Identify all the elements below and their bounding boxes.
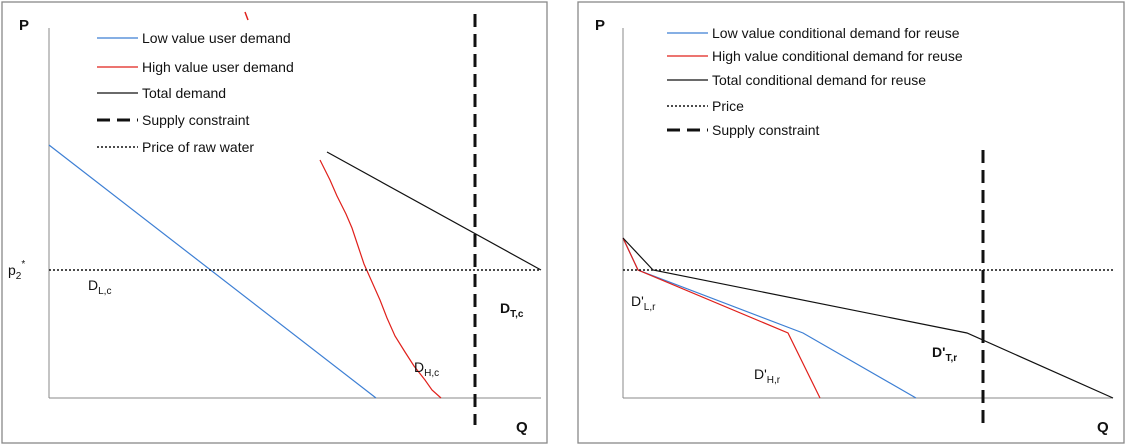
right-legend-price: Price — [712, 98, 744, 114]
left-legend-total: Total demand — [142, 85, 226, 101]
left-panel: P Q Low value user demand High value use… — [1, 1, 548, 444]
left-legend-low: Low value user demand — [142, 30, 291, 46]
right-total-curve-label: D'T,r — [932, 344, 957, 364]
right-high-demand-curve — [622, 237, 821, 399]
left-low-demand-curve — [48, 144, 377, 399]
left-y-axis-label: P — [19, 17, 29, 34]
left-legend-high: High value user demand — [142, 59, 294, 75]
right-legend-high: High value conditional demand for reuse — [712, 48, 963, 64]
left-price-label: p2* — [8, 259, 25, 282]
right-y-axis-label: P — [595, 17, 605, 34]
left-high-demand-curve — [319, 159, 442, 399]
right-panel-frame — [577, 1, 1125, 444]
left-total-demand-curve — [326, 151, 542, 271]
right-total-demand-curve — [622, 237, 1114, 399]
left-legend: Low value user demand High value user de… — [97, 30, 294, 155]
right-legend-low: Low value conditional demand for reuse — [712, 25, 960, 41]
left-red-fragment — [244, 11, 249, 21]
left-legend-price: Price of raw water — [142, 139, 254, 155]
right-low-curve-label: D'L,r — [631, 293, 656, 313]
left-total-curve-label: DT,c — [500, 300, 524, 320]
right-x-axis-label: Q — [1097, 419, 1109, 436]
right-panel: P Q Low value conditional demand for reu… — [577, 1, 1125, 444]
right-legend-supply: Supply constraint — [712, 122, 820, 138]
right-low-demand-curve — [622, 237, 917, 399]
right-legend: Low value conditional demand for reuse H… — [667, 25, 963, 138]
right-high-curve-label: D'H,r — [754, 366, 781, 386]
left-panel-frame — [1, 1, 548, 444]
left-legend-supply: Supply constraint — [142, 112, 250, 128]
left-high-curve-label: DH,c — [414, 359, 439, 379]
right-legend-total: Total conditional demand for reuse — [712, 72, 926, 88]
left-x-axis-label: Q — [516, 419, 528, 436]
left-low-curve-label: DL,c — [88, 277, 111, 297]
